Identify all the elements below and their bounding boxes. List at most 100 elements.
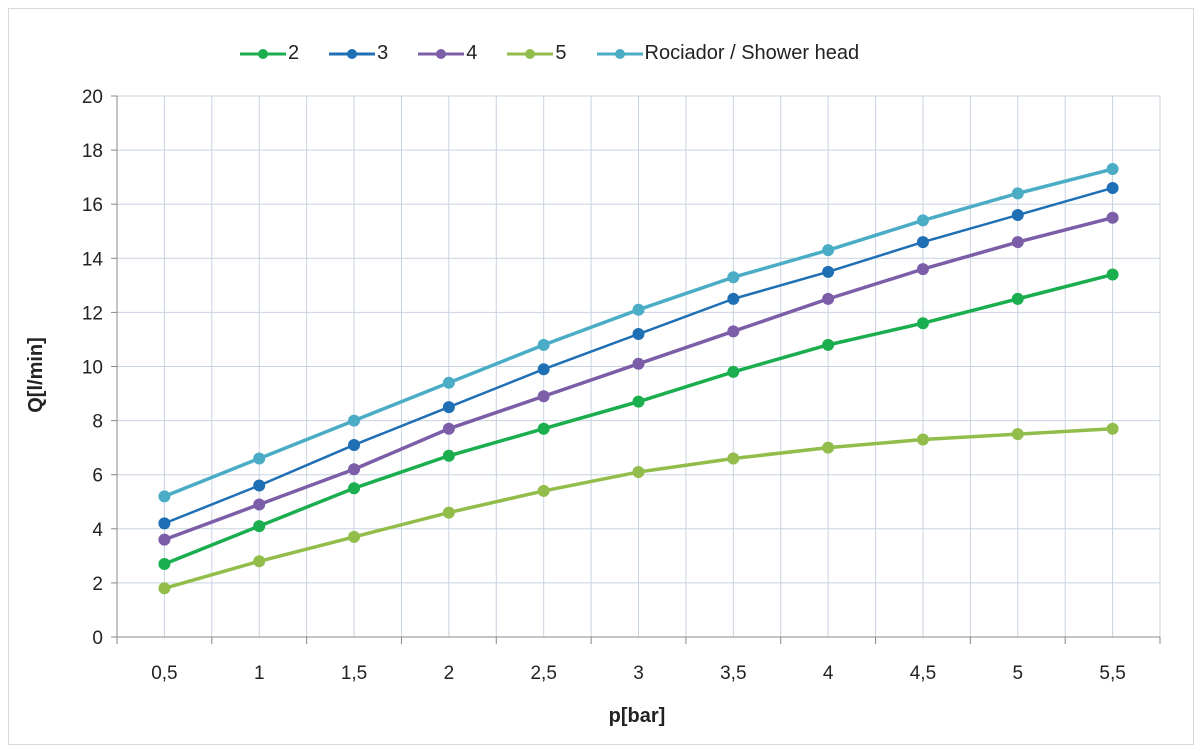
- data-point: [727, 452, 740, 465]
- legend-label: 3: [377, 42, 389, 64]
- data-point: [1106, 422, 1119, 435]
- legend-item-2: 2: [240, 42, 299, 65]
- legend-marker: [507, 48, 554, 59]
- data-point: [253, 498, 266, 511]
- x-tick-label: 2: [444, 663, 455, 684]
- y-tick-label: 16: [82, 195, 103, 216]
- x-tick-label: 0,5: [151, 663, 177, 684]
- y-tick-label: 0: [92, 628, 103, 649]
- data-point: [537, 484, 550, 497]
- legend-label: 2: [288, 42, 300, 64]
- legend-marker: [418, 48, 465, 59]
- legend-item-3: 3: [329, 42, 388, 65]
- x-tick-label: 5,5: [1099, 663, 1125, 684]
- x-tick-label: 1: [254, 663, 265, 684]
- legend-marker: [596, 48, 643, 59]
- data-point: [1011, 187, 1024, 200]
- legend-marker: [329, 48, 376, 59]
- data-point: [253, 520, 266, 533]
- data-point: [537, 422, 550, 435]
- legend-label: Rociador / Shower head: [644, 42, 860, 64]
- data-point: [1106, 268, 1119, 281]
- axis-labels: p[bar] Q[l/min]: [25, 337, 665, 727]
- y-tick-label: 10: [82, 358, 103, 379]
- data-point: [822, 338, 835, 351]
- data-point: [348, 438, 361, 451]
- data-point: [1011, 236, 1024, 249]
- data-point: [916, 317, 929, 330]
- legend-item-shower-head: Rociador / Shower head: [596, 42, 860, 65]
- data-point: [442, 376, 455, 389]
- chart-legend: 2 3 4 5 Rociador / Shower head: [240, 42, 889, 65]
- x-tick-label: 4,5: [910, 663, 936, 684]
- data-point: [158, 533, 171, 546]
- legend-item-4: 4: [418, 42, 477, 65]
- data-point: [442, 506, 455, 519]
- series-rociador-shower-head: [158, 163, 1119, 503]
- data-point: [537, 390, 550, 403]
- data-point: [916, 214, 929, 227]
- data-point: [1106, 211, 1119, 224]
- data-point: [632, 328, 645, 341]
- y-tick-label: 4: [92, 520, 103, 541]
- data-point: [632, 395, 645, 408]
- data-point: [1011, 292, 1024, 305]
- data-point: [253, 452, 266, 465]
- axes: 0 2 4 6 8 10 12 14 16 18 20 0,5 1 1,5 2 2,5 3 3,5 4 4,5 5 5,5: [82, 87, 1161, 684]
- x-axis-title: p[bar]: [609, 705, 666, 727]
- x-tick-label: 5: [1012, 663, 1023, 684]
- data-point: [1106, 163, 1119, 176]
- legend-item-5: 5: [507, 42, 567, 65]
- x-tick-label: 3,5: [720, 663, 746, 684]
- data-point: [727, 365, 740, 378]
- data-point: [916, 433, 929, 446]
- data-point: [822, 265, 835, 278]
- series-2: [158, 268, 1119, 570]
- data-point: [727, 271, 740, 284]
- x-tick-label: 4: [823, 663, 834, 684]
- data-point: [916, 263, 929, 276]
- x-tick-label: 2,5: [530, 663, 556, 684]
- data-point: [632, 357, 645, 370]
- data-point: [632, 465, 645, 478]
- data-point: [822, 292, 835, 305]
- legend-label: 4: [466, 42, 478, 64]
- series-3: [158, 181, 1119, 530]
- x-tick-label: 1,5: [341, 663, 367, 684]
- y-tick-label: 8: [92, 412, 103, 433]
- y-tick-label: 18: [82, 141, 103, 162]
- legend-label: 5: [555, 42, 567, 64]
- data-point: [442, 422, 455, 435]
- data-point: [442, 401, 455, 414]
- y-tick-label: 6: [92, 466, 103, 487]
- series-5: [158, 422, 1119, 595]
- y-tick-label: 2: [92, 574, 103, 595]
- data-point: [822, 244, 835, 257]
- data-point: [253, 555, 266, 568]
- x-tick-label: 3: [633, 663, 644, 684]
- data-point: [348, 530, 361, 543]
- data-point: [348, 414, 361, 427]
- data-point: [537, 338, 550, 351]
- data-point: [537, 363, 550, 376]
- data-point: [348, 463, 361, 476]
- data-point: [727, 292, 740, 305]
- y-tick-label: 20: [82, 87, 103, 108]
- data-point: [1106, 181, 1119, 194]
- data-point: [632, 303, 645, 316]
- series-4: [158, 211, 1119, 546]
- data-point: [158, 490, 171, 503]
- data-point: [822, 441, 835, 454]
- data-point: [158, 517, 171, 530]
- legend-marker: [240, 48, 286, 59]
- data-point: [442, 449, 455, 462]
- data-point: [253, 479, 266, 492]
- data-point: [727, 325, 740, 338]
- data-point: [348, 482, 361, 495]
- series-group: [158, 163, 1119, 595]
- y-tick-label: 14: [82, 249, 104, 270]
- y-axis-title: Q[l/min]: [25, 337, 47, 413]
- y-tick-label: 12: [82, 303, 103, 324]
- data-point: [158, 582, 171, 595]
